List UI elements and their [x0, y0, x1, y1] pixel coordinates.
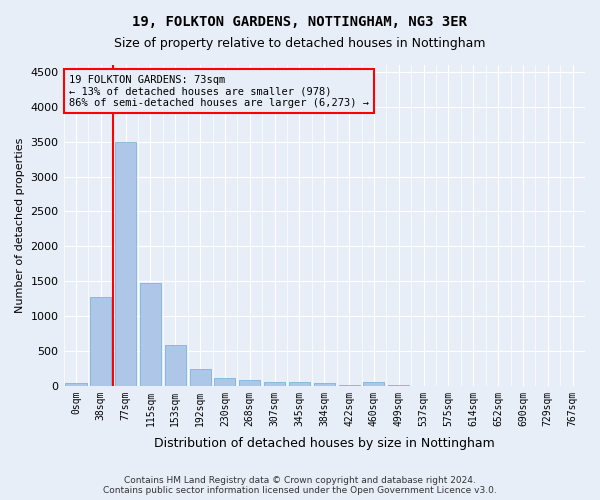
X-axis label: Distribution of detached houses by size in Nottingham: Distribution of detached houses by size … [154, 437, 494, 450]
Text: Size of property relative to detached houses in Nottingham: Size of property relative to detached ho… [114, 38, 486, 51]
Bar [264, 382, 285, 386]
Text: Contains HM Land Registry data © Crown copyright and database right 2024.
Contai: Contains HM Land Registry data © Crown c… [103, 476, 497, 495]
Bar [65, 383, 86, 386]
Text: 19 FOLKTON GARDENS: 73sqm
← 13% of detached houses are smaller (978)
86% of semi: 19 FOLKTON GARDENS: 73sqm ← 13% of detac… [69, 74, 369, 108]
Bar [239, 380, 260, 386]
Bar [190, 369, 211, 386]
Bar [214, 378, 235, 386]
Bar [165, 346, 186, 386]
Bar [289, 382, 310, 386]
Bar [364, 382, 385, 386]
Bar [140, 282, 161, 386]
Text: 19, FOLKTON GARDENS, NOTTINGHAM, NG3 3ER: 19, FOLKTON GARDENS, NOTTINGHAM, NG3 3ER [133, 15, 467, 29]
Bar [90, 297, 112, 386]
Y-axis label: Number of detached properties: Number of detached properties [15, 138, 25, 313]
Bar [314, 383, 335, 386]
Bar [115, 142, 136, 386]
